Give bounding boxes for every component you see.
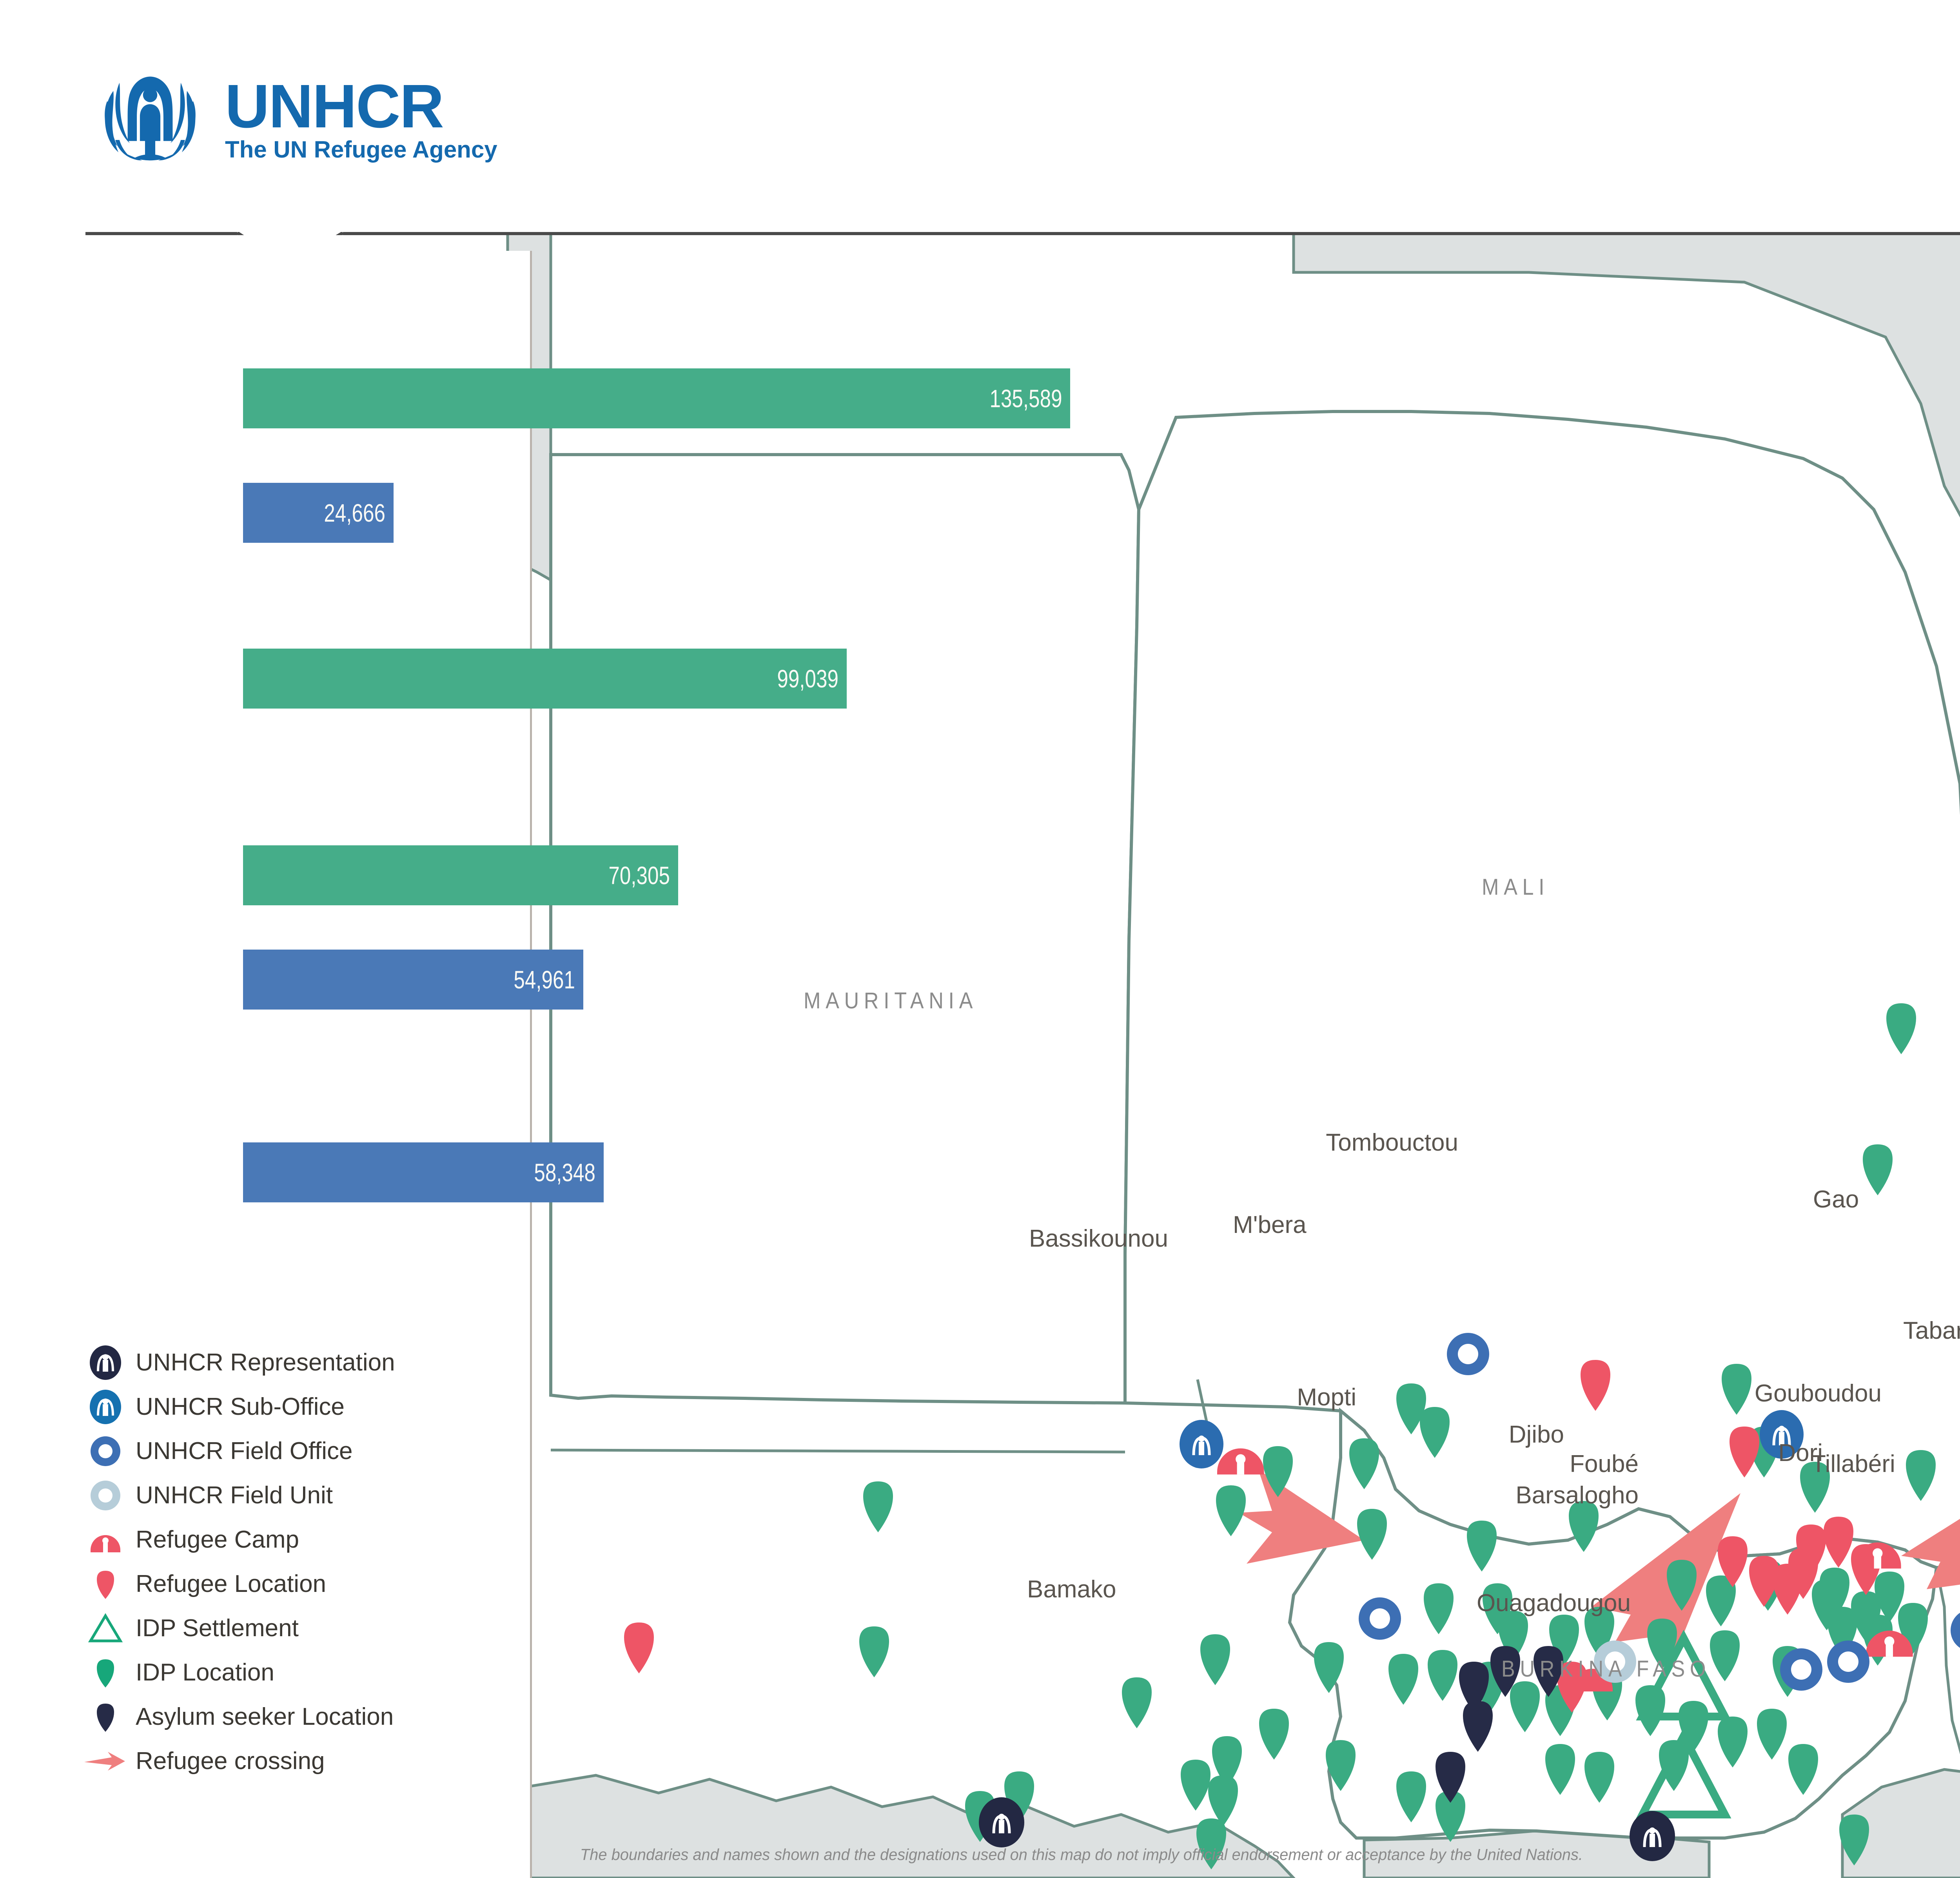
country-label-mali: MALI bbox=[1482, 874, 1550, 900]
bar-ne-idps[interactable]: 70,305 bbox=[243, 845, 678, 905]
city-label-tombouctou[interactable]: Tombouctou bbox=[1326, 1129, 1458, 1156]
idp-settlement-markers bbox=[1636, 1630, 1731, 1818]
refugee-camp-icon bbox=[82, 1526, 129, 1554]
city-label-barsalogho[interactable]: Barsalogho bbox=[1515, 1482, 1639, 1509]
city-label-djibo[interactable]: Djibo bbox=[1508, 1421, 1564, 1448]
unhcr-emblem-icon bbox=[105, 76, 196, 161]
bar-value-mr-refugees: 58,348 bbox=[534, 1158, 596, 1187]
asylum-seeker-pin-icon bbox=[82, 1702, 129, 1732]
idp-settlement-icon bbox=[82, 1613, 129, 1644]
internal-boundaries bbox=[550, 1448, 1960, 1755]
city-label-tabareybarey[interactable]: Tabareybarey bbox=[1903, 1317, 1960, 1344]
legend-label: Refugee Location bbox=[136, 1570, 327, 1597]
unhcr-field-unit-markers bbox=[1594, 1641, 1636, 1683]
logo-tagline: The UN Refugee Agency bbox=[225, 136, 497, 163]
city-label-foube[interactable]: Foubé bbox=[1570, 1450, 1639, 1477]
city-label-dori[interactable]: Dori bbox=[1778, 1439, 1823, 1467]
city-label-mopti[interactable]: Mopti bbox=[1297, 1384, 1356, 1411]
city-label-gao[interactable]: Gao bbox=[1813, 1186, 1859, 1213]
map-legend: UNHCR Representation UNHCR Sub-Office UN… bbox=[82, 1340, 395, 1783]
legend-item-unhcr-field-office[interactable]: UNHCR Field Office bbox=[82, 1429, 395, 1473]
city-label-tillaberi[interactable]: Tillabéri bbox=[1811, 1450, 1895, 1477]
focus-country-outlines bbox=[549, 410, 1960, 1840]
title-block: MALI SITUATION Populations forcibly disp… bbox=[1919, 82, 1960, 208]
refugee-crossing-arrow-central bbox=[1592, 1493, 1740, 1677]
legend-label: UNHCR Field Unit bbox=[136, 1482, 333, 1509]
legend-label: IDP Settlement bbox=[136, 1615, 299, 1642]
map-pins bbox=[624, 1003, 1960, 1869]
legend-item-asylum-seeker-location[interactable]: Asylum seeker Location bbox=[82, 1695, 395, 1739]
bar-mr-refugees[interactable]: 58,348 bbox=[243, 1142, 604, 1202]
legend-item-idp-location[interactable]: IDP Location bbox=[82, 1650, 395, 1695]
legend-item-refugee-camp[interactable]: Refugee Camp bbox=[82, 1517, 395, 1562]
map-disclaimer: The boundaries and names shown and the d… bbox=[580, 1845, 1583, 1863]
legend-label: UNHCR Sub-Office bbox=[136, 1393, 345, 1420]
idp-location-pin-icon bbox=[82, 1658, 129, 1688]
logo-wordmark: UNHCR bbox=[225, 72, 444, 141]
bar-bf-refugees[interactable]: 24,666 bbox=[243, 483, 394, 543]
unhcr-field-unit-icon bbox=[82, 1479, 129, 1512]
unhcr-field-office-markers bbox=[1359, 1333, 1960, 1691]
legend-item-unhcr-sub-office[interactable]: UNHCR Sub-Office bbox=[82, 1385, 395, 1429]
refugee-location-pin-icon bbox=[82, 1569, 129, 1599]
legend-label: Refugee crossing bbox=[136, 1747, 325, 1775]
refugee-crossing-arrow-mbera bbox=[1239, 1470, 1364, 1564]
refugee-crossing-arrow-icon bbox=[82, 1750, 129, 1772]
bar-ml-idps[interactable]: 99,039 bbox=[243, 649, 847, 709]
bar-value-ml-idps: 99,039 bbox=[777, 664, 839, 693]
asylum-seeker-pins bbox=[1436, 1646, 1563, 1803]
legend-item-unhcr-field-unit[interactable]: UNHCR Field Unit bbox=[82, 1473, 395, 1517]
city-label-bamako[interactable]: Bamako bbox=[1027, 1576, 1116, 1603]
city-label-gouboudou[interactable]: Gouboudou bbox=[1754, 1380, 1882, 1407]
city-label-ouagadougou[interactable]: Ouagadougou bbox=[1476, 1590, 1631, 1617]
refugee-camp-markers bbox=[1217, 1448, 1913, 1691]
bar-value-bf-refugees: 24,666 bbox=[324, 499, 386, 527]
city-label-bassikounou[interactable]: Bassikounou bbox=[1029, 1225, 1168, 1252]
unhcr-representation-markers bbox=[979, 1797, 1675, 1861]
city-label-mbera[interactable]: M'bera bbox=[1233, 1211, 1307, 1238]
page-header: UNHCR The UN Refugee Agency MALI SITUATI… bbox=[0, 0, 1960, 266]
header-divider bbox=[85, 232, 1960, 236]
map-geography bbox=[383, 235, 1960, 1878]
legend-label: UNHCR Field Office bbox=[136, 1438, 353, 1465]
unhcr-field-office-icon bbox=[82, 1435, 129, 1468]
legend-label: UNHCR Representation bbox=[136, 1349, 395, 1376]
bar-value-ne-idps: 70,305 bbox=[608, 861, 670, 890]
bar-ne-refugees[interactable]: 54,961 bbox=[243, 950, 583, 1010]
legend-item-refugee-crossing[interactable]: Refugee crossing bbox=[82, 1739, 395, 1783]
unhcr-sub-office-markers bbox=[1180, 1410, 1804, 1468]
legend-item-unhcr-representation[interactable]: UNHCR Representation bbox=[82, 1340, 395, 1385]
legend-label: Asylum seeker Location bbox=[136, 1703, 394, 1730]
unhcr-logo: UNHCR The UN Refugee Agency bbox=[85, 73, 497, 167]
bar-value-bf-idps: 135,589 bbox=[989, 384, 1062, 413]
legend-label: IDP Location bbox=[136, 1659, 274, 1686]
unhcr-sub-office-icon bbox=[82, 1389, 129, 1425]
legend-item-refugee-location[interactable]: Refugee Location bbox=[82, 1562, 395, 1606]
idp-location-pins bbox=[859, 1003, 1936, 1869]
bar-bf-idps[interactable]: 135,589 bbox=[243, 368, 1070, 428]
country-label-mauritania: MAURITANIA bbox=[804, 988, 978, 1013]
legend-item-idp-settlement[interactable]: IDP Settlement bbox=[82, 1606, 395, 1650]
legend-label: Refugee Camp bbox=[136, 1526, 299, 1553]
bar-value-ne-refugees: 54,961 bbox=[514, 965, 575, 994]
refugee-crossing-arrow-east bbox=[1901, 1519, 1960, 1589]
refugee-crossing-arrows bbox=[1239, 1470, 1960, 1677]
country-label-burkina-faso: BURKINA FASO bbox=[1501, 1656, 1711, 1682]
panel-right-edge bbox=[530, 251, 532, 1878]
unhcr-representation-icon bbox=[82, 1345, 129, 1381]
